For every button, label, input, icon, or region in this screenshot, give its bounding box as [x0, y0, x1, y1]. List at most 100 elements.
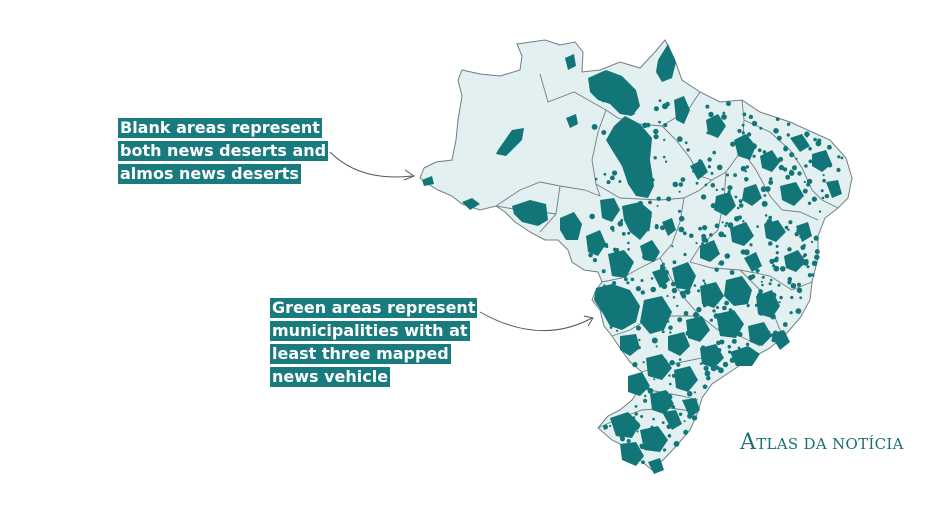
municipality-dot	[756, 225, 759, 228]
municipality-dot	[704, 238, 709, 243]
municipality-dot	[805, 135, 809, 138]
municipality-dot	[729, 357, 736, 363]
municipality-dot	[646, 227, 650, 232]
municipality-dot	[806, 178, 813, 185]
municipality-dot	[663, 269, 669, 276]
municipality-dot	[603, 172, 607, 176]
municipality-dot	[714, 267, 719, 272]
municipality-dot	[804, 164, 808, 168]
municipality-dot	[795, 253, 799, 258]
municipality-dot	[636, 210, 641, 215]
municipality-dot	[683, 290, 688, 294]
municipality-dot	[663, 123, 668, 128]
municipality-dot	[824, 193, 830, 199]
municipality-dot	[646, 318, 652, 323]
municipality-dot	[797, 282, 801, 287]
municipality-dot	[665, 101, 670, 107]
municipality-dot	[733, 173, 737, 178]
municipality-dot	[631, 171, 635, 176]
municipality-dot	[736, 206, 740, 210]
municipality-dot	[772, 264, 776, 268]
municipality-dot	[638, 387, 643, 392]
municipality-dot	[755, 268, 760, 273]
municipality-dot	[644, 247, 650, 254]
municipality-dot	[790, 295, 794, 300]
municipality-dot	[722, 305, 727, 311]
municipality-dot	[663, 138, 666, 142]
municipality-dot	[746, 148, 751, 154]
municipality-dot	[664, 160, 668, 163]
municipality-dot	[728, 308, 733, 312]
municipality-dot	[745, 165, 749, 169]
municipality-dot	[702, 303, 707, 308]
municipality-dot	[654, 310, 661, 316]
municipality-dot	[768, 241, 773, 246]
municipality-dot	[650, 305, 654, 310]
municipality-dot	[653, 248, 659, 254]
municipality-dot	[716, 306, 719, 309]
municipality-dot	[653, 378, 656, 381]
municipality-dot	[799, 235, 802, 238]
municipality-dot	[713, 313, 719, 319]
green-areas-text: Green areas represent municipalities wit…	[270, 298, 478, 387]
municipality-dot	[650, 277, 654, 280]
municipality-dot	[647, 251, 652, 256]
municipality-dot	[714, 223, 720, 229]
municipality-dot	[653, 106, 659, 112]
municipality-dot	[644, 394, 647, 398]
municipality-dot	[778, 301, 781, 304]
municipality-dot	[701, 233, 707, 239]
municipality-dot	[773, 257, 779, 263]
municipality-dot	[609, 326, 613, 329]
municipality-dot	[654, 427, 658, 432]
municipality-dot	[651, 254, 657, 260]
municipality-dot	[600, 308, 604, 312]
municipality-dot	[737, 128, 742, 134]
municipality-dot	[650, 286, 656, 293]
municipality-dot	[770, 313, 776, 320]
municipality-dot	[665, 391, 669, 394]
municipality-dot	[789, 311, 793, 315]
municipality-dot	[725, 324, 729, 327]
municipality-dot	[789, 257, 792, 261]
municipality-dot	[685, 330, 692, 337]
municipality-dot	[762, 150, 767, 155]
municipality-dot	[657, 279, 661, 282]
municipality-dot	[770, 154, 775, 159]
municipality-dot	[626, 220, 630, 224]
municipality-dot	[773, 265, 780, 272]
municipality-dot	[707, 157, 712, 162]
municipality-dot	[789, 152, 795, 158]
municipality-dot	[746, 143, 753, 150]
municipality-dot	[803, 180, 806, 184]
municipality-dot	[669, 382, 672, 386]
municipality-dot	[700, 345, 706, 351]
municipality-dot	[761, 299, 764, 302]
municipality-dot	[758, 289, 763, 294]
municipality-dot	[787, 247, 792, 252]
municipality-dot	[807, 273, 813, 278]
municipality-dot	[642, 253, 648, 260]
logo-first-letter: A	[740, 430, 757, 455]
municipality-dot	[775, 244, 779, 248]
municipality-dot	[650, 373, 653, 377]
municipality-dot	[702, 384, 708, 390]
municipality-dot	[698, 226, 702, 231]
municipality-dot	[606, 180, 611, 185]
municipality-dot	[795, 157, 798, 160]
municipality-dot	[741, 131, 745, 135]
municipality-dot	[727, 345, 732, 349]
municipality-dot	[758, 310, 764, 316]
municipality-dot	[702, 284, 708, 291]
municipality-dot	[727, 190, 731, 194]
municipality-dot	[715, 365, 720, 370]
municipality-dot	[756, 258, 759, 261]
municipality-dot	[773, 128, 779, 134]
municipality-dot	[769, 177, 773, 181]
municipality-dot	[630, 131, 635, 137]
municipality-dot	[649, 215, 652, 218]
municipality-dot	[656, 196, 661, 201]
municipality-dot	[695, 181, 699, 185]
municipality-dot	[640, 279, 644, 282]
municipality-dot	[721, 221, 724, 224]
